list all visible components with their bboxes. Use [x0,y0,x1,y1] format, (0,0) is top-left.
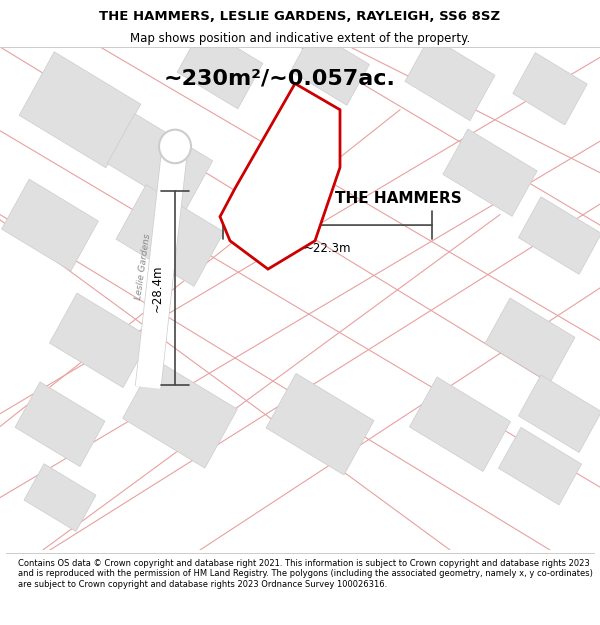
Text: THE HAMMERS, LESLIE GARDENS, RAYLEIGH, SS6 8SZ: THE HAMMERS, LESLIE GARDENS, RAYLEIGH, S… [100,10,500,23]
Polygon shape [2,179,98,271]
Polygon shape [518,197,600,274]
Text: Map shows position and indicative extent of the property.: Map shows position and indicative extent… [130,32,470,45]
Polygon shape [485,298,575,382]
Polygon shape [49,293,151,388]
Text: ~22.3m: ~22.3m [304,242,351,254]
Polygon shape [266,373,374,475]
Polygon shape [15,382,105,467]
Polygon shape [24,464,96,531]
Circle shape [159,129,191,163]
Text: ~28.4m: ~28.4m [151,264,163,312]
Text: Leslie Gardens: Leslie Gardens [134,233,152,301]
Polygon shape [443,129,537,216]
Polygon shape [290,31,370,105]
Polygon shape [122,359,238,468]
Polygon shape [177,27,263,109]
Polygon shape [405,36,495,121]
Polygon shape [19,52,141,168]
Polygon shape [513,52,587,125]
Text: ~230m²/~0.057ac.: ~230m²/~0.057ac. [164,68,396,88]
Polygon shape [116,185,224,286]
Polygon shape [220,84,340,269]
Polygon shape [107,114,213,211]
Polygon shape [409,377,511,471]
Polygon shape [518,375,600,452]
Text: Contains OS data © Crown copyright and database right 2021. This information is : Contains OS data © Crown copyright and d… [18,559,593,589]
Text: THE HAMMERS: THE HAMMERS [335,191,462,206]
Polygon shape [499,428,581,505]
